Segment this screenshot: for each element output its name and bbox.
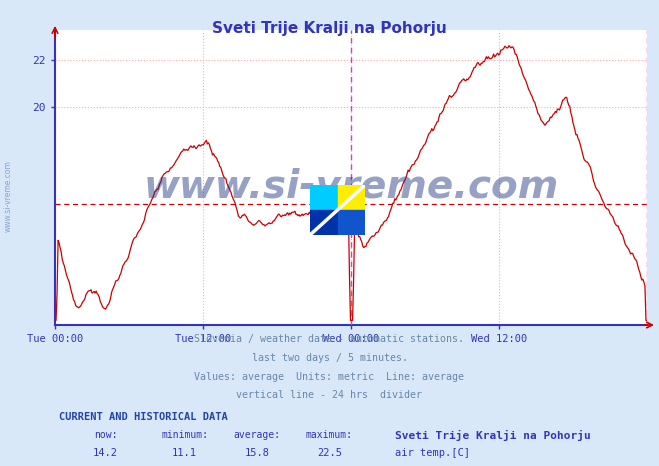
Text: Sveti Trije Kralji na Pohorju: Sveti Trije Kralji na Pohorju — [395, 430, 591, 441]
Text: 22.5: 22.5 — [317, 448, 342, 458]
Text: maximum:: maximum: — [306, 430, 353, 440]
Text: CURRENT AND HISTORICAL DATA: CURRENT AND HISTORICAL DATA — [59, 412, 228, 422]
Text: air temp.[C]: air temp.[C] — [395, 448, 471, 458]
Text: last two days / 5 minutes.: last two days / 5 minutes. — [252, 353, 407, 363]
Text: vertical line - 24 hrs  divider: vertical line - 24 hrs divider — [237, 390, 422, 400]
Bar — [337, 185, 365, 210]
Text: average:: average: — [233, 430, 281, 440]
Text: www.si-vreme.com: www.si-vreme.com — [144, 167, 559, 206]
Text: Slovenia / weather data - automatic stations.: Slovenia / weather data - automatic stat… — [194, 334, 465, 344]
Text: Values: average  Units: metric  Line: average: Values: average Units: metric Line: aver… — [194, 371, 465, 382]
Bar — [337, 210, 365, 235]
Text: 15.8: 15.8 — [244, 448, 270, 458]
Bar — [310, 210, 337, 235]
Text: www.si-vreme.com: www.si-vreme.com — [3, 160, 13, 232]
Text: 11.1: 11.1 — [172, 448, 197, 458]
Text: now:: now: — [94, 430, 117, 440]
Text: Sveti Trije Kralji na Pohorju: Sveti Trije Kralji na Pohorju — [212, 21, 447, 36]
Text: minimum:: minimum: — [161, 430, 208, 440]
Text: 14.2: 14.2 — [93, 448, 118, 458]
Bar — [310, 185, 337, 210]
